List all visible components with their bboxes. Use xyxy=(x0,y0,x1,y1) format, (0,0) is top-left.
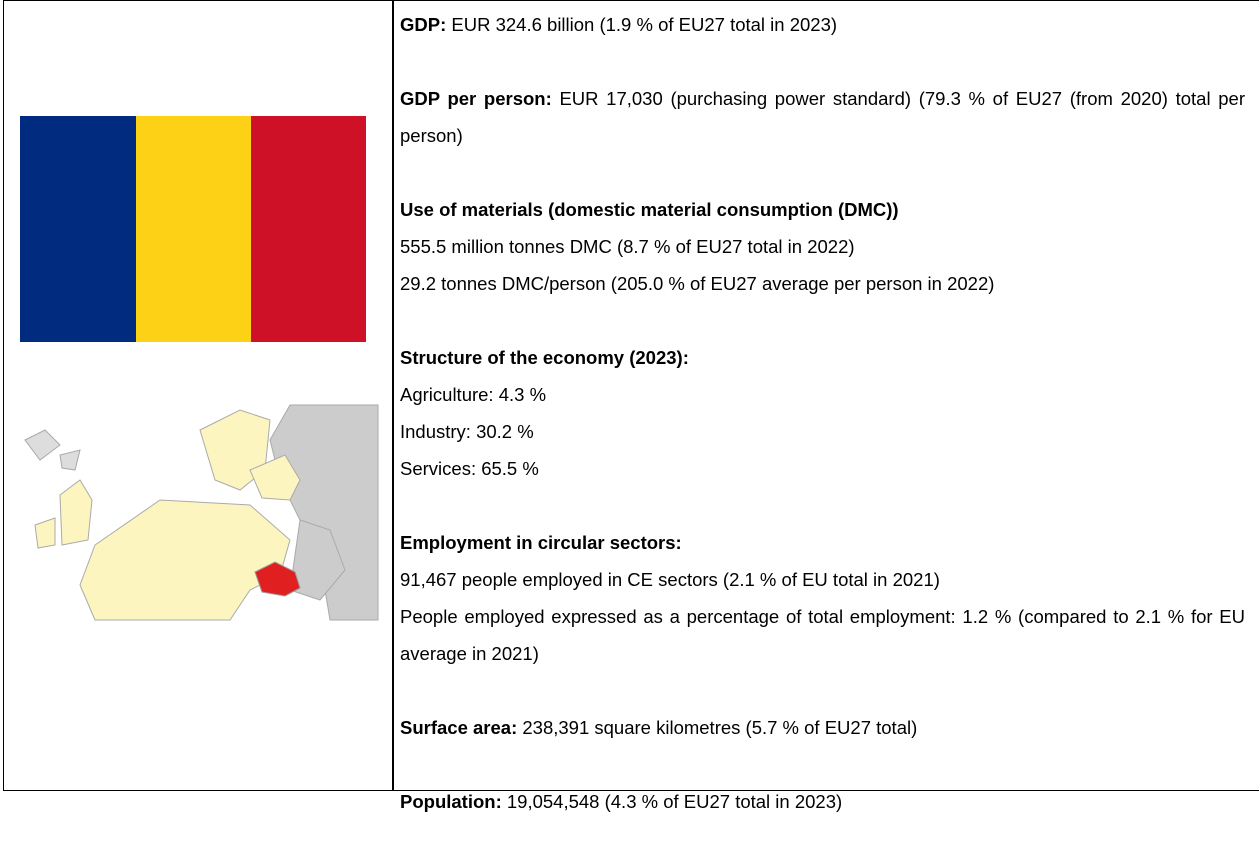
section-label: Population: xyxy=(400,791,502,812)
section-line: Industry: 30.2 % xyxy=(400,421,534,442)
country-facts: GDP: EUR 324.6 billion (1.9 % of EU27 to… xyxy=(400,6,1245,857)
section: Employment in circular sectors: 91,467 pe… xyxy=(400,524,1245,672)
map xyxy=(20,404,379,621)
section: GDP: EUR 324.6 billion (1.9 % of EU27 to… xyxy=(400,6,1245,43)
section: Surface area: 238,391 square kilometres … xyxy=(400,709,1245,746)
column-divider xyxy=(392,0,394,791)
section-line: 91,467 people employed in CE sectors (2.… xyxy=(400,569,940,590)
section: Use of materials (domestic material cons… xyxy=(400,191,1245,302)
section-label: GDP per person: xyxy=(400,88,552,109)
section: GDP per person: EUR 17,030 (purchasing p… xyxy=(400,80,1245,154)
section-text: EUR 324.6 billion (1.9 % of EU27 total i… xyxy=(451,14,838,35)
section: Structure of the economy (2023): Agricult… xyxy=(400,339,1245,487)
section-heading: Employment in circular sectors: xyxy=(400,532,682,553)
section-heading: Use of materials (domestic material cons… xyxy=(400,199,899,220)
section-text: 238,391 square kilometres (5.7 % of EU27… xyxy=(522,717,918,738)
section-heading: Structure of the economy (2023): xyxy=(400,347,689,368)
images xyxy=(20,116,379,621)
section-label: Surface area: xyxy=(400,717,518,738)
section-line: 555.5 million tonnes DMC (8.7 % of EU27 … xyxy=(400,236,855,257)
section: Population: 19,054,548 (4.3 % of EU27 to… xyxy=(400,783,1245,820)
section-text: EUR 17,030 (purchasing power standard) (… xyxy=(400,88,1245,146)
flag xyxy=(20,116,366,342)
section-line: Services: 65.5 % xyxy=(400,458,539,479)
section-label: GDP: xyxy=(400,14,447,35)
section-line: 29.2 tonnes DMC/person (205.0 % of EU27 … xyxy=(400,273,995,294)
section-text: 19,054,548 (4.3 % of EU27 total in 2023) xyxy=(506,791,843,812)
section-line: Agriculture: 4.3 % xyxy=(400,384,547,405)
page: GDP: EUR 324.6 billion (1.9 % of EU27 to… xyxy=(3,0,1259,812)
section-line: People employed expressed as a percentag… xyxy=(400,606,1245,664)
